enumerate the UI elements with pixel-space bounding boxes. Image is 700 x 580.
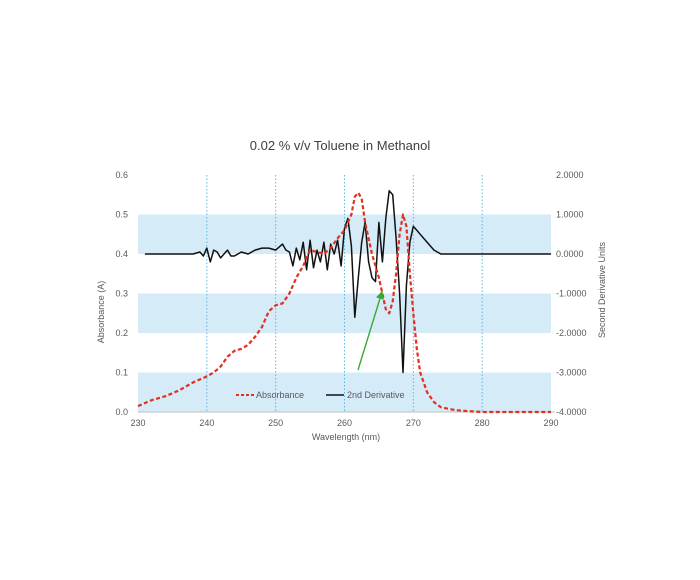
x-tick-280: 280 xyxy=(475,418,490,428)
x-tick-290: 290 xyxy=(543,418,558,428)
y-axis-title: Absorbance (A) xyxy=(96,281,106,344)
y-tick-0.1: 0.1 xyxy=(115,368,128,378)
legend: Absorbance 2nd Derivative xyxy=(236,390,405,400)
y2-tick-labels: -4.0000 -3.0000 -2.0000 -1.0000 0.0000 1.0000… xyxy=(556,170,587,417)
y-tick-0.6: 0.6 xyxy=(115,170,128,180)
y2-tick--1.0000: -1.0000 xyxy=(556,289,587,299)
series-group xyxy=(137,190,551,414)
y-tick-0.0: 0.0 xyxy=(115,407,128,417)
legend-derivative-label: 2nd Derivative xyxy=(347,390,405,400)
y2-tick-2.0000: 2.0000 xyxy=(556,170,584,180)
x-tick-260: 260 xyxy=(337,418,352,428)
x-tick-labels: 230 240 250 260 270 280 290 xyxy=(130,418,558,428)
y2-tick--3.0000: -3.0000 xyxy=(556,368,587,378)
y2-tick--4.0000: -4.0000 xyxy=(556,407,587,417)
vertical-gridlines xyxy=(206,175,483,412)
y-tick-0.4: 0.4 xyxy=(115,249,128,259)
absorbance-line xyxy=(137,191,551,414)
y2-tick-1.0000: 1.0000 xyxy=(556,210,584,220)
band-1 xyxy=(138,293,551,333)
y2-tick--2.0000: -2.0000 xyxy=(556,328,587,338)
x-tick-270: 270 xyxy=(406,418,421,428)
x-tick-230: 230 xyxy=(130,418,145,428)
x-tick-240: 240 xyxy=(199,418,214,428)
y2-axis-title: Second Derivative Units xyxy=(597,241,607,338)
y-tick-0.3: 0.3 xyxy=(115,289,128,299)
x-tick-250: 250 xyxy=(268,418,283,428)
y-tick-0.2: 0.2 xyxy=(115,328,128,338)
chart-title: 0.02 % v/v Toluene in Methanol xyxy=(250,138,431,153)
y-tick-labels: 0.0 0.1 0.2 0.3 0.4 0.5 0.6 xyxy=(115,170,128,417)
legend-absorbance-label: Absorbance xyxy=(256,390,304,400)
annotation-arrow xyxy=(357,290,384,371)
y2-tick-0.0000: 0.0000 xyxy=(556,249,584,259)
x-axis-title: Wavelength (nm) xyxy=(312,432,380,442)
second-derivative-line xyxy=(144,190,551,374)
y-tick-0.5: 0.5 xyxy=(115,210,128,220)
